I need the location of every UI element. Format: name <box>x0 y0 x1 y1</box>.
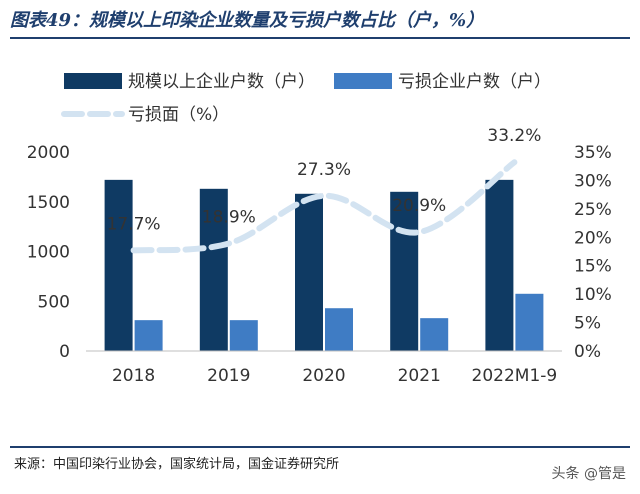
left-axis-tick-label: 1500 <box>27 193 70 213</box>
left-axis: 0 500 1000 1500 2000 <box>27 143 70 362</box>
legend: 规模以上企业户数（户） 亏损企业户数（户） 亏损面（%） <box>61 72 551 125</box>
bar-loss-enterprises <box>420 318 449 351</box>
bar-loss-enterprises <box>134 320 163 351</box>
x-axis: 2018 2019 2020 2021 2022M1-9 <box>86 350 562 386</box>
bar-loss-enterprises <box>515 293 544 351</box>
right-axis-tick-label: 20% <box>574 228 612 248</box>
bar-scale-enterprises <box>390 191 419 351</box>
bars <box>104 179 544 351</box>
bar-scale-enterprises <box>199 188 228 351</box>
legend-swatch-loss-enterprises <box>334 73 392 89</box>
legend-label-loss-enterprises: 亏损企业户数（户） <box>398 72 551 92</box>
loss-ratio-line <box>130 159 518 254</box>
bar-loss-enterprises <box>229 320 258 351</box>
left-axis-tick-label: 1000 <box>27 243 70 263</box>
right-axis-tick-label: 15% <box>574 257 612 277</box>
watermark: 头条 @管是 <box>551 466 626 482</box>
left-axis-tick-label: 0 <box>59 342 70 362</box>
x-axis-tick-label: 2019 <box>207 366 250 386</box>
loss-ratio-data-label: 20.9% <box>392 196 446 216</box>
bar-scale-enterprises <box>104 179 133 351</box>
right-axis-tick-label: 0% <box>574 342 601 362</box>
x-axis-tick-label: 2018 <box>112 366 155 386</box>
left-axis-tick-label: 2000 <box>27 143 70 163</box>
bar-loss-enterprises <box>325 308 353 351</box>
x-axis-tick-label: 2021 <box>398 366 441 386</box>
x-axis-tick-label: 2020 <box>302 366 345 386</box>
right-axis-tick-label: 5% <box>574 314 601 334</box>
bar-scale-enterprises <box>485 179 514 351</box>
legend-swatch-scale-enterprises <box>64 73 122 89</box>
right-axis-tick-label: 35% <box>574 143 612 163</box>
loss-ratio-data-label: 33.2% <box>487 126 541 146</box>
bar-scale-enterprises <box>295 193 323 351</box>
left-axis-tick-label: 500 <box>38 292 70 312</box>
loss-ratio-line-layer: 17.7% 18.9% 27.3% 20.9% 33.2% <box>107 126 541 254</box>
source-note: 来源：中国印染行业协会，国家统计局，国金证券研究所 <box>14 457 340 472</box>
right-axis-tick-label: 10% <box>574 285 612 305</box>
legend-label-loss-ratio: 亏损面（%） <box>128 105 229 125</box>
loss-ratio-data-label: 18.9% <box>202 208 256 228</box>
x-axis-tick-label: 2022M1-9 <box>472 366 558 386</box>
loss-ratio-data-label: 17.7% <box>107 214 161 234</box>
chart: 规模以上企业户数（户） 亏损企业户数（户） 亏损面（%） 0 500 1000 1500 2… <box>27 72 612 386</box>
right-axis: 0% 5% 10% 15% 20% 25% 30% 35% <box>574 143 612 362</box>
right-axis-tick-label: 30% <box>574 171 612 191</box>
legend-label-scale-enterprises: 规模以上企业户数（户） <box>128 72 315 92</box>
right-axis-tick-label: 25% <box>574 200 612 220</box>
source-divider <box>10 446 630 448</box>
figure-title: 图表49：规模以上印染企业数量及亏损户数占比（户，%） <box>10 10 485 31</box>
loss-ratio-data-label: 27.3% <box>297 160 351 180</box>
title-divider <box>10 37 630 39</box>
